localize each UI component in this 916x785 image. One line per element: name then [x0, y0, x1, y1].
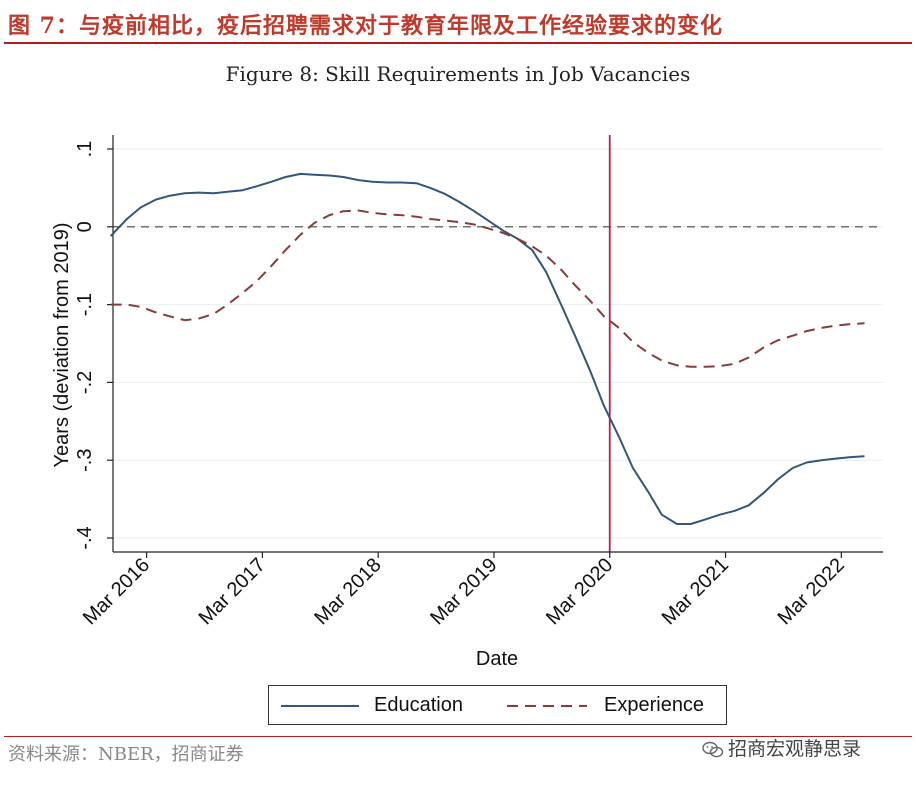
- figure-caption: Figure 8: Skill Requirements in Job Vaca…: [225, 62, 691, 86]
- watermark-text: 招商宏观静思录: [728, 738, 862, 760]
- x-tick-label: Mar 2016: [79, 554, 154, 629]
- header-title: 图 7：与疫前相比，疫后招聘需求对于教育年限及工作经验要求的变化: [8, 13, 723, 39]
- watermark: 招商宏观静思录: [702, 734, 861, 761]
- y-tick-label: -.2: [74, 371, 96, 394]
- x-axis-label: Date: [476, 648, 518, 670]
- legend-swatches: [281, 705, 587, 707]
- legend-experience-label: Experience: [604, 694, 705, 716]
- header-divider: [4, 42, 912, 44]
- y-tick-label: 0: [74, 221, 96, 232]
- x-tick-label: Mar 2018: [310, 554, 385, 629]
- y-tick-label: .1: [74, 141, 96, 158]
- footer-divider: [4, 736, 912, 737]
- education-series-line: [109, 172, 865, 525]
- source-note: 资料来源：NBER，招商证券: [8, 744, 244, 765]
- gridlines: [113, 148, 883, 539]
- x-tick-label: Mar 2019: [426, 554, 501, 629]
- x-tick-label: Mar 2017: [195, 554, 270, 629]
- wechat-icon: [702, 741, 724, 757]
- series-lines: [109, 172, 865, 525]
- legend-education-label: Education: [374, 694, 463, 716]
- y-tick-label: -.1: [74, 293, 96, 316]
- experience-series-line: [110, 209, 865, 368]
- y-tick-label: -.4: [74, 526, 96, 549]
- y-tick-label: -.3: [74, 449, 96, 472]
- x-tick-label: Mar 2021: [658, 554, 733, 629]
- legend: Education Experience: [268, 685, 727, 725]
- x-tick-label: Mar 2022: [774, 554, 849, 629]
- x-tick-label: Mar 2020: [542, 554, 617, 629]
- y-axis-label: Years (deviation from 2019): [51, 223, 73, 468]
